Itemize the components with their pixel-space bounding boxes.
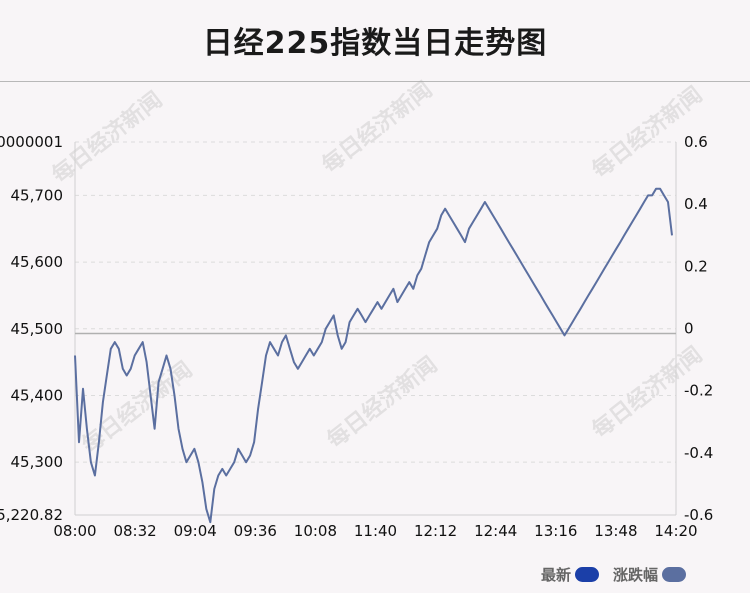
legend: 最新 涨跌幅: [527, 564, 686, 585]
y-axis-left: 5,220.82 45,300 45,400 45,500 45,600 45,700 00…: [0, 133, 63, 524]
y-right-tick-label: 0: [684, 320, 694, 338]
x-tick-label: 12:12: [414, 522, 457, 540]
x-tick-label: 14:20: [654, 522, 697, 540]
plot-area: [74, 187, 673, 524]
y-left-tick-label: 45,700: [11, 186, 64, 204]
legend-swatch-latest: [574, 567, 599, 582]
legend-label-change: 涨跌幅: [612, 566, 658, 584]
x-tick-label: 10:08: [294, 522, 337, 540]
y-left-tick-label: 45,600: [11, 253, 64, 271]
y-right-tick-label: 0.6: [684, 133, 708, 151]
y-right-tick-label: -0.6: [684, 506, 713, 524]
y-left-tick-label: 45,500: [11, 320, 64, 338]
series-line: [74, 187, 673, 524]
y-left-tick-label: 5,220.82: [0, 506, 63, 524]
y-right-tick-label: -0.4: [684, 444, 713, 462]
legend-label-latest: 最新: [540, 566, 571, 584]
x-tick-label: 13:16: [534, 522, 577, 540]
legend-swatch-change: [662, 567, 686, 582]
x-tick-label: 09:36: [234, 522, 277, 540]
title-divider: [0, 81, 750, 82]
chart-title: 日经225指数当日走势图: [202, 26, 548, 61]
x-tick-label: 12:44: [474, 522, 517, 540]
x-tick-label: 13:48: [594, 522, 637, 540]
x-tick-label: 09:04: [174, 522, 217, 540]
y-right-tick-label: 0.2: [684, 257, 708, 275]
x-tick-label: 08:00: [53, 522, 96, 540]
grid-lines: [74, 141, 677, 516]
x-tick-label: 08:32: [113, 522, 156, 540]
y-right-tick-label: 0.4: [684, 195, 708, 213]
y-left-tick-label: 45,300: [11, 453, 64, 471]
y-left-tick-label: 0000001: [0, 133, 63, 151]
y-left-tick-label: 45,400: [11, 386, 64, 404]
x-axis: 08:00 08:32 09:04 09:36 10:08 11:40 12:12 12:44…: [53, 522, 697, 540]
y-right-tick-label: -0.2: [684, 382, 713, 400]
y-axis-right: -0.6 -0.4 -0.2 0 0.2 0.4 0.6: [684, 133, 713, 524]
legend-item-latest[interactable]: 最新: [541, 564, 599, 585]
x-tick-label: 11:40: [354, 522, 397, 540]
legend-item-change[interactable]: 涨跌幅: [613, 564, 686, 585]
